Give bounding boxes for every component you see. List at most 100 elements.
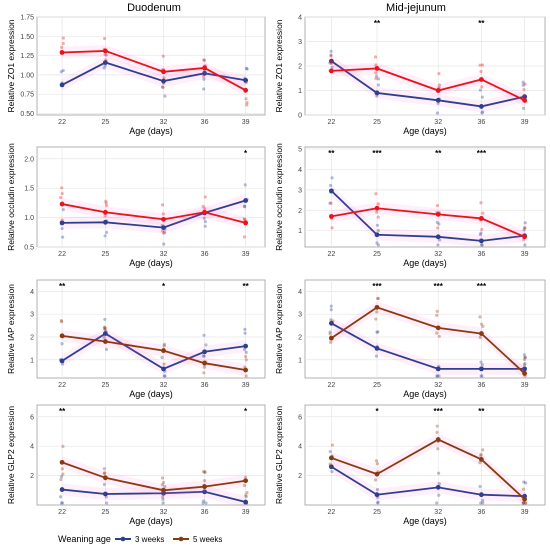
significance-marker: **	[59, 282, 66, 291]
series-point	[59, 201, 65, 207]
series-point	[479, 216, 484, 221]
chart-panel-6: 1 2 3 4 22 25 32 36 39 Age (days) Relative IAP exp…	[274, 279, 546, 399]
x-tick-label: 36	[478, 119, 486, 126]
series-point	[435, 366, 441, 372]
legend-dot-3-weeks	[120, 536, 126, 542]
series-point	[161, 348, 166, 354]
replicate-point	[244, 354, 248, 359]
x-tick-label: 39	[521, 119, 529, 126]
replicate-point	[435, 111, 440, 115]
replicate-point	[202, 87, 206, 91]
series-point	[59, 333, 65, 339]
x-tick-label: 36	[478, 509, 486, 516]
series-point	[103, 491, 108, 497]
y-tick-label: 4	[298, 167, 302, 174]
replicate-point	[60, 226, 64, 231]
replicate-point	[480, 111, 484, 115]
replicate-point	[437, 374, 441, 378]
replicate-point	[375, 462, 379, 466]
chart-panel-2: 0 1 2 3 4 22 25 32 36 39 Age (days) Relative ZO1 ex…	[274, 15, 546, 136]
x-axis-label: Age (days)	[129, 516, 173, 526]
replicate-point	[204, 501, 208, 505]
replicate-point	[244, 350, 248, 354]
replicate-point	[160, 476, 165, 480]
replicate-point	[521, 106, 526, 110]
replicate-point	[523, 221, 527, 225]
replicate-point	[328, 464, 332, 468]
replicate-point	[328, 462, 332, 466]
series-point	[435, 325, 441, 331]
y-axis-label: Relative IAP expression	[6, 284, 16, 374]
x-tick-label: 25	[102, 509, 110, 516]
significance-marker: *	[244, 407, 248, 416]
legend-label-5-weeks: 5 weeks	[193, 535, 222, 544]
replicate-point	[437, 72, 441, 76]
series-point	[374, 90, 380, 96]
series-point	[522, 94, 527, 100]
replicate-point	[202, 58, 206, 62]
x-axis-label: Age (days)	[403, 126, 447, 136]
replicate-point	[522, 353, 527, 357]
x-tick-label: 25	[373, 382, 381, 389]
replicate-point	[162, 242, 166, 246]
series-point	[243, 343, 249, 349]
series-point	[202, 360, 207, 366]
series-point	[522, 496, 527, 502]
replicate-point	[242, 483, 247, 487]
replicate-point	[374, 71, 378, 75]
replicate-point	[374, 459, 379, 463]
replicate-point	[524, 501, 528, 505]
replicate-point	[480, 363, 484, 367]
replicate-point	[437, 482, 441, 486]
replicate-point	[479, 452, 483, 456]
series-point	[103, 339, 108, 344]
series-point	[103, 60, 108, 65]
replicate-point	[329, 53, 333, 57]
y-tick-label: 0	[298, 113, 302, 120]
series-point	[59, 358, 65, 364]
replicate-point	[242, 217, 246, 221]
y-axis-label: Relative ZO1 expression	[274, 19, 284, 112]
replicate-point	[480, 227, 484, 232]
series-ribbon	[331, 202, 525, 243]
series-point	[59, 50, 65, 55]
replicate-point	[523, 226, 527, 230]
replicate-point	[435, 309, 439, 313]
y-tick-label: 0.50	[20, 111, 34, 118]
replicate-point	[329, 308, 333, 312]
replicate-point	[374, 354, 379, 358]
significance-marker: ***	[372, 282, 382, 291]
replicate-point	[479, 360, 483, 364]
replicate-point	[328, 330, 332, 334]
replicate-point	[60, 191, 64, 196]
x-tick-label: 25	[373, 119, 381, 126]
replicate-point	[478, 460, 482, 465]
replicate-point	[437, 493, 441, 497]
x-tick-label: 25	[373, 251, 381, 258]
replicate-point	[201, 354, 205, 358]
significance-marker: ***	[477, 149, 487, 158]
series-point	[103, 209, 108, 215]
replicate-point	[480, 85, 484, 89]
series-point	[522, 371, 527, 376]
replicate-point	[481, 211, 485, 215]
series-point	[59, 459, 65, 465]
x-tick-label: 32	[434, 509, 442, 516]
replicate-point	[60, 320, 64, 324]
series-point	[479, 331, 484, 336]
replicate-point	[479, 322, 484, 326]
x-tick-label: 25	[373, 509, 381, 516]
series-ribbon	[331, 62, 525, 107]
replicate-point	[245, 67, 249, 71]
y-tick-label: 3	[298, 39, 302, 46]
replicate-point	[376, 296, 380, 301]
y-tick-label: 1.5	[24, 186, 34, 193]
replicate-point	[330, 226, 334, 230]
plot-area	[36, 146, 266, 248]
series-point	[243, 367, 249, 373]
replicate-point	[243, 327, 247, 332]
replicate-point	[103, 234, 107, 238]
series-point	[161, 216, 166, 222]
replicate-point	[523, 243, 527, 247]
replicate-point	[373, 478, 378, 482]
